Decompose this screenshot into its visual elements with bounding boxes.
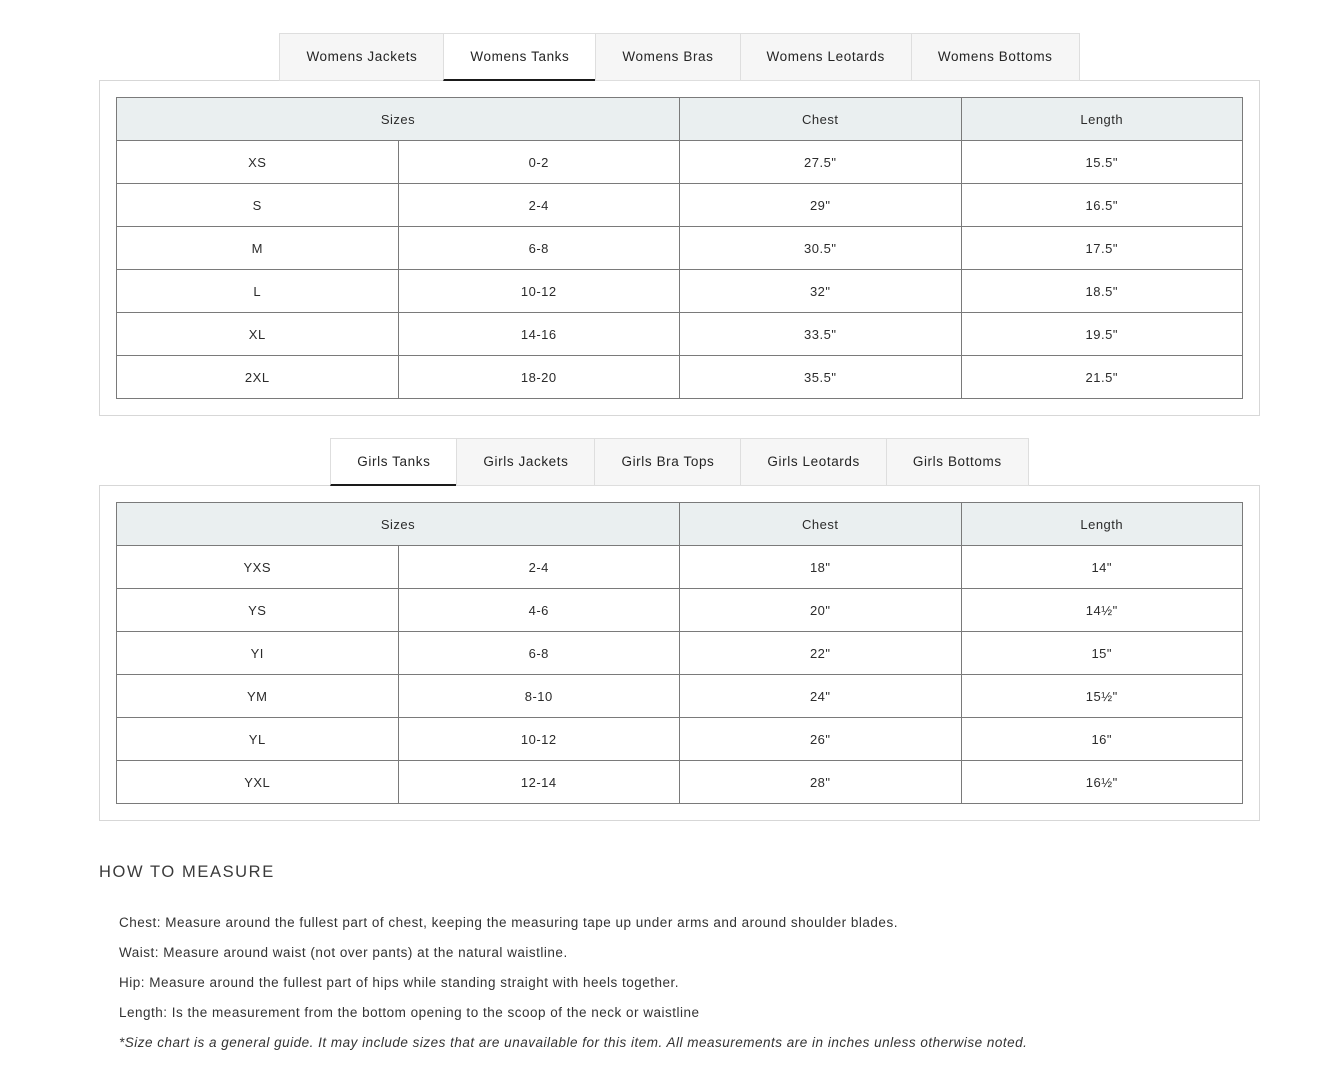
column-header-sizes: Sizes: [116, 502, 680, 546]
size-range-cell: 14-16: [397, 312, 680, 356]
size-label-cell: XS: [116, 140, 399, 184]
chest-cell: 35.5": [679, 355, 962, 399]
table-row: YL 10-12 26" 16": [116, 717, 1243, 761]
chest-cell: 29": [679, 183, 962, 227]
length-cell: 16": [960, 717, 1243, 761]
womens-size-panel: Sizes Chest Length XS 0-2 27.5" 15.5" S 2-4 29" 16…: [99, 80, 1260, 416]
tab-womens-womens-jackets[interactable]: Womens Jackets: [279, 33, 445, 81]
chest-cell: 33.5": [679, 312, 962, 356]
column-header-chest: Chest: [679, 502, 962, 546]
size-range-cell: 18-20: [397, 355, 680, 399]
size-label-cell: 2XL: [116, 355, 399, 399]
size-range-cell: 2-4: [397, 183, 680, 227]
length-cell: 15½": [960, 674, 1243, 718]
length-cell: 15.5": [960, 140, 1243, 184]
table-row: M 6-8 30.5" 17.5": [116, 226, 1243, 270]
column-header-length: Length: [960, 502, 1243, 546]
size-chart-note: *Size chart is a general guide. It may i…: [119, 1035, 1028, 1050]
table-row: YI 6-8 22" 15": [116, 631, 1243, 675]
tab-girls-girls-bra-tops[interactable]: Girls Bra Tops: [594, 438, 742, 486]
chest-cell: 24": [679, 674, 962, 718]
size-label-cell: YL: [116, 717, 399, 761]
size-label-cell: L: [116, 269, 399, 313]
womens-tabbar: Womens Jackets Womens Tanks Womens Bras Wom…: [99, 33, 1260, 81]
tab-girls-girls-tanks[interactable]: Girls Tanks: [330, 438, 458, 486]
size-range-cell: 6-8: [397, 226, 680, 270]
length-cell: 21.5": [960, 355, 1243, 399]
chest-cell: 26": [679, 717, 962, 761]
size-range-cell: 0-2: [397, 140, 680, 184]
length-cell: 14": [960, 545, 1243, 589]
table-header-row: Sizes Chest Length: [116, 502, 1243, 546]
length-cell: 14½": [960, 588, 1243, 632]
table-row: L 10-12 32" 18.5": [116, 269, 1243, 313]
chest-cell: 28": [679, 760, 962, 804]
measure-instruction-line: Length: Is the measurement from the bott…: [119, 1005, 700, 1020]
size-range-cell: 12-14: [397, 760, 680, 804]
size-range-cell: 10-12: [397, 269, 680, 313]
length-cell: 16.5": [960, 183, 1243, 227]
table-row: YM 8-10 24" 15½": [116, 674, 1243, 718]
chest-cell: 32": [679, 269, 962, 313]
womens-size-table: Sizes Chest Length XS 0-2 27.5" 15.5" S 2-4 29" 16…: [116, 97, 1243, 399]
size-label-cell: YS: [116, 588, 399, 632]
tab-womens-womens-bottoms[interactable]: Womens Bottoms: [910, 33, 1080, 81]
chest-cell: 22": [679, 631, 962, 675]
size-range-cell: 8-10: [397, 674, 680, 718]
chest-cell: 30.5": [679, 226, 962, 270]
chest-cell: 20": [679, 588, 962, 632]
girls-size-panel: Sizes Chest Length YXS 2-4 18" 14" YS 4-6 20" 14½"…: [99, 485, 1260, 821]
measure-instruction-line: Hip: Measure around the fullest part of …: [119, 975, 680, 990]
tab-girls-girls-leotards[interactable]: Girls Leotards: [740, 438, 887, 486]
how-to-measure-title: HOW TO MEASURE: [99, 863, 275, 881]
table-row: YXS 2-4 18" 14": [116, 545, 1243, 589]
column-header-sizes: Sizes: [116, 97, 680, 141]
size-range-cell: 10-12: [397, 717, 680, 761]
length-cell: 15": [960, 631, 1243, 675]
table-row: XL 14-16 33.5" 19.5": [116, 312, 1243, 356]
table-row: S 2-4 29" 16.5": [116, 183, 1243, 227]
table-row: 2XL 18-20 35.5" 21.5": [116, 355, 1243, 399]
tab-girls-girls-bottoms[interactable]: Girls Bottoms: [885, 438, 1029, 486]
tab-womens-womens-tanks[interactable]: Womens Tanks: [443, 33, 597, 81]
size-label-cell: YXS: [116, 545, 399, 589]
tab-womens-womens-bras[interactable]: Womens Bras: [595, 33, 741, 81]
size-label-cell: YI: [116, 631, 399, 675]
table-row: XS 0-2 27.5" 15.5": [116, 140, 1243, 184]
chest-cell: 18": [679, 545, 962, 589]
girls-size-table: Sizes Chest Length YXS 2-4 18" 14" YS 4-6 20" 14½"…: [116, 502, 1243, 804]
tab-girls-girls-jackets[interactable]: Girls Jackets: [456, 438, 596, 486]
size-label-cell: YM: [116, 674, 399, 718]
table-row: YXL 12-14 28" 16½": [116, 760, 1243, 804]
table-header-row: Sizes Chest Length: [116, 97, 1243, 141]
length-cell: 19.5": [960, 312, 1243, 356]
size-range-cell: 6-8: [397, 631, 680, 675]
size-label-cell: M: [116, 226, 399, 270]
length-cell: 16½": [960, 760, 1243, 804]
chest-cell: 27.5": [679, 140, 962, 184]
length-cell: 18.5": [960, 269, 1243, 313]
girls-tabbar: Girls Tanks Girls Jackets Girls Bra Tops Gi…: [99, 438, 1260, 486]
how-to-measure-text: Chest: Measure around the fullest part o…: [99, 908, 1260, 1058]
size-range-cell: 4-6: [397, 588, 680, 632]
length-cell: 17.5": [960, 226, 1243, 270]
column-header-length: Length: [960, 97, 1243, 141]
tab-womens-womens-leotards[interactable]: Womens Leotards: [739, 33, 912, 81]
measure-instruction-line: Chest: Measure around the fullest part o…: [119, 915, 898, 930]
table-row: YS 4-6 20" 14½": [116, 588, 1243, 632]
size-label-cell: XL: [116, 312, 399, 356]
size-label-cell: YXL: [116, 760, 399, 804]
size-chart-content: Womens Jackets Womens Tanks Womens Bras Wom…: [99, 33, 1260, 1058]
column-header-chest: Chest: [679, 97, 962, 141]
size-range-cell: 2-4: [397, 545, 680, 589]
measure-instruction-line: Waist: Measure around waist (not over pa…: [119, 945, 568, 960]
size-label-cell: S: [116, 183, 399, 227]
